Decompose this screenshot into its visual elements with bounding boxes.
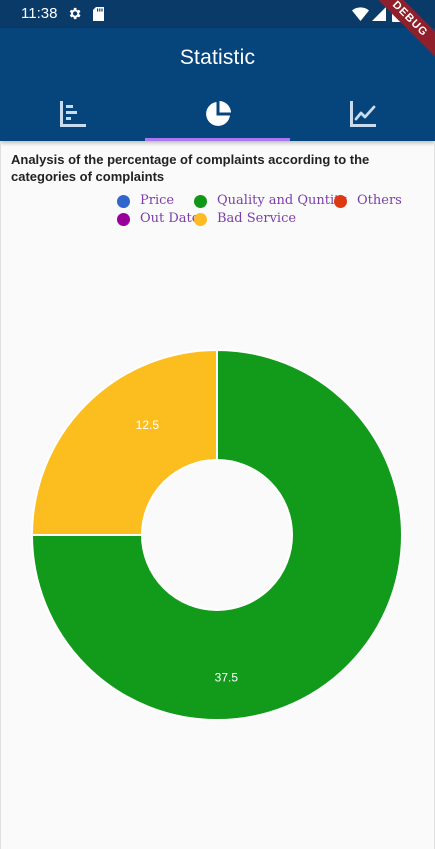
chart-legend: Price Quality and Quntity Others Out Dat…: [0, 193, 435, 233]
sd-card-icon: [93, 7, 104, 21]
status-time: 11:38: [21, 5, 58, 22]
donut-chart: 37.5 12.5: [30, 348, 403, 721]
chart-title: Analysis of the percentage of complaints…: [11, 152, 370, 184]
pie-chart-icon: [206, 101, 231, 126]
status-bar: 11:38: [0, 0, 435, 28]
app-bar: Statistic: [0, 28, 435, 141]
tab-line-chart[interactable]: [290, 91, 435, 141]
slice-label-bad-service: 12.5: [136, 418, 160, 432]
legend-dot-price: [117, 195, 130, 208]
legend-dot-bad-service: [194, 213, 207, 226]
legend-label-bad-service: Bad Service: [217, 211, 297, 226]
line-chart-icon: [350, 101, 376, 127]
slice-bad-service[interactable]: [30, 348, 218, 536]
legend-dot-quality: [194, 195, 207, 208]
signal-icon: [372, 7, 386, 21]
legend-label-out-date: Out Date: [140, 211, 200, 226]
gear-icon: [69, 7, 81, 20]
legend-label-quality: Quality and Quntity: [217, 193, 347, 208]
page-title: Statistic: [179, 46, 256, 69]
tab-pie-chart[interactable]: [145, 91, 290, 141]
tab-indicator: [145, 138, 290, 141]
legend-dot-out-date: [117, 213, 130, 226]
page-edge-left: [0, 141, 1, 849]
legend-dot-others: [334, 195, 347, 208]
legend-label-others: Others: [357, 193, 402, 208]
tab-bar-chart[interactable]: [0, 91, 145, 141]
legend-label-price: Price: [140, 193, 175, 208]
slice-quality-and-quntity[interactable]: [30, 348, 403, 721]
slice-label-quality-and-quntity: 37.5: [215, 671, 239, 685]
bar-chart-icon: [60, 101, 86, 127]
wifi-icon: [352, 7, 369, 21]
